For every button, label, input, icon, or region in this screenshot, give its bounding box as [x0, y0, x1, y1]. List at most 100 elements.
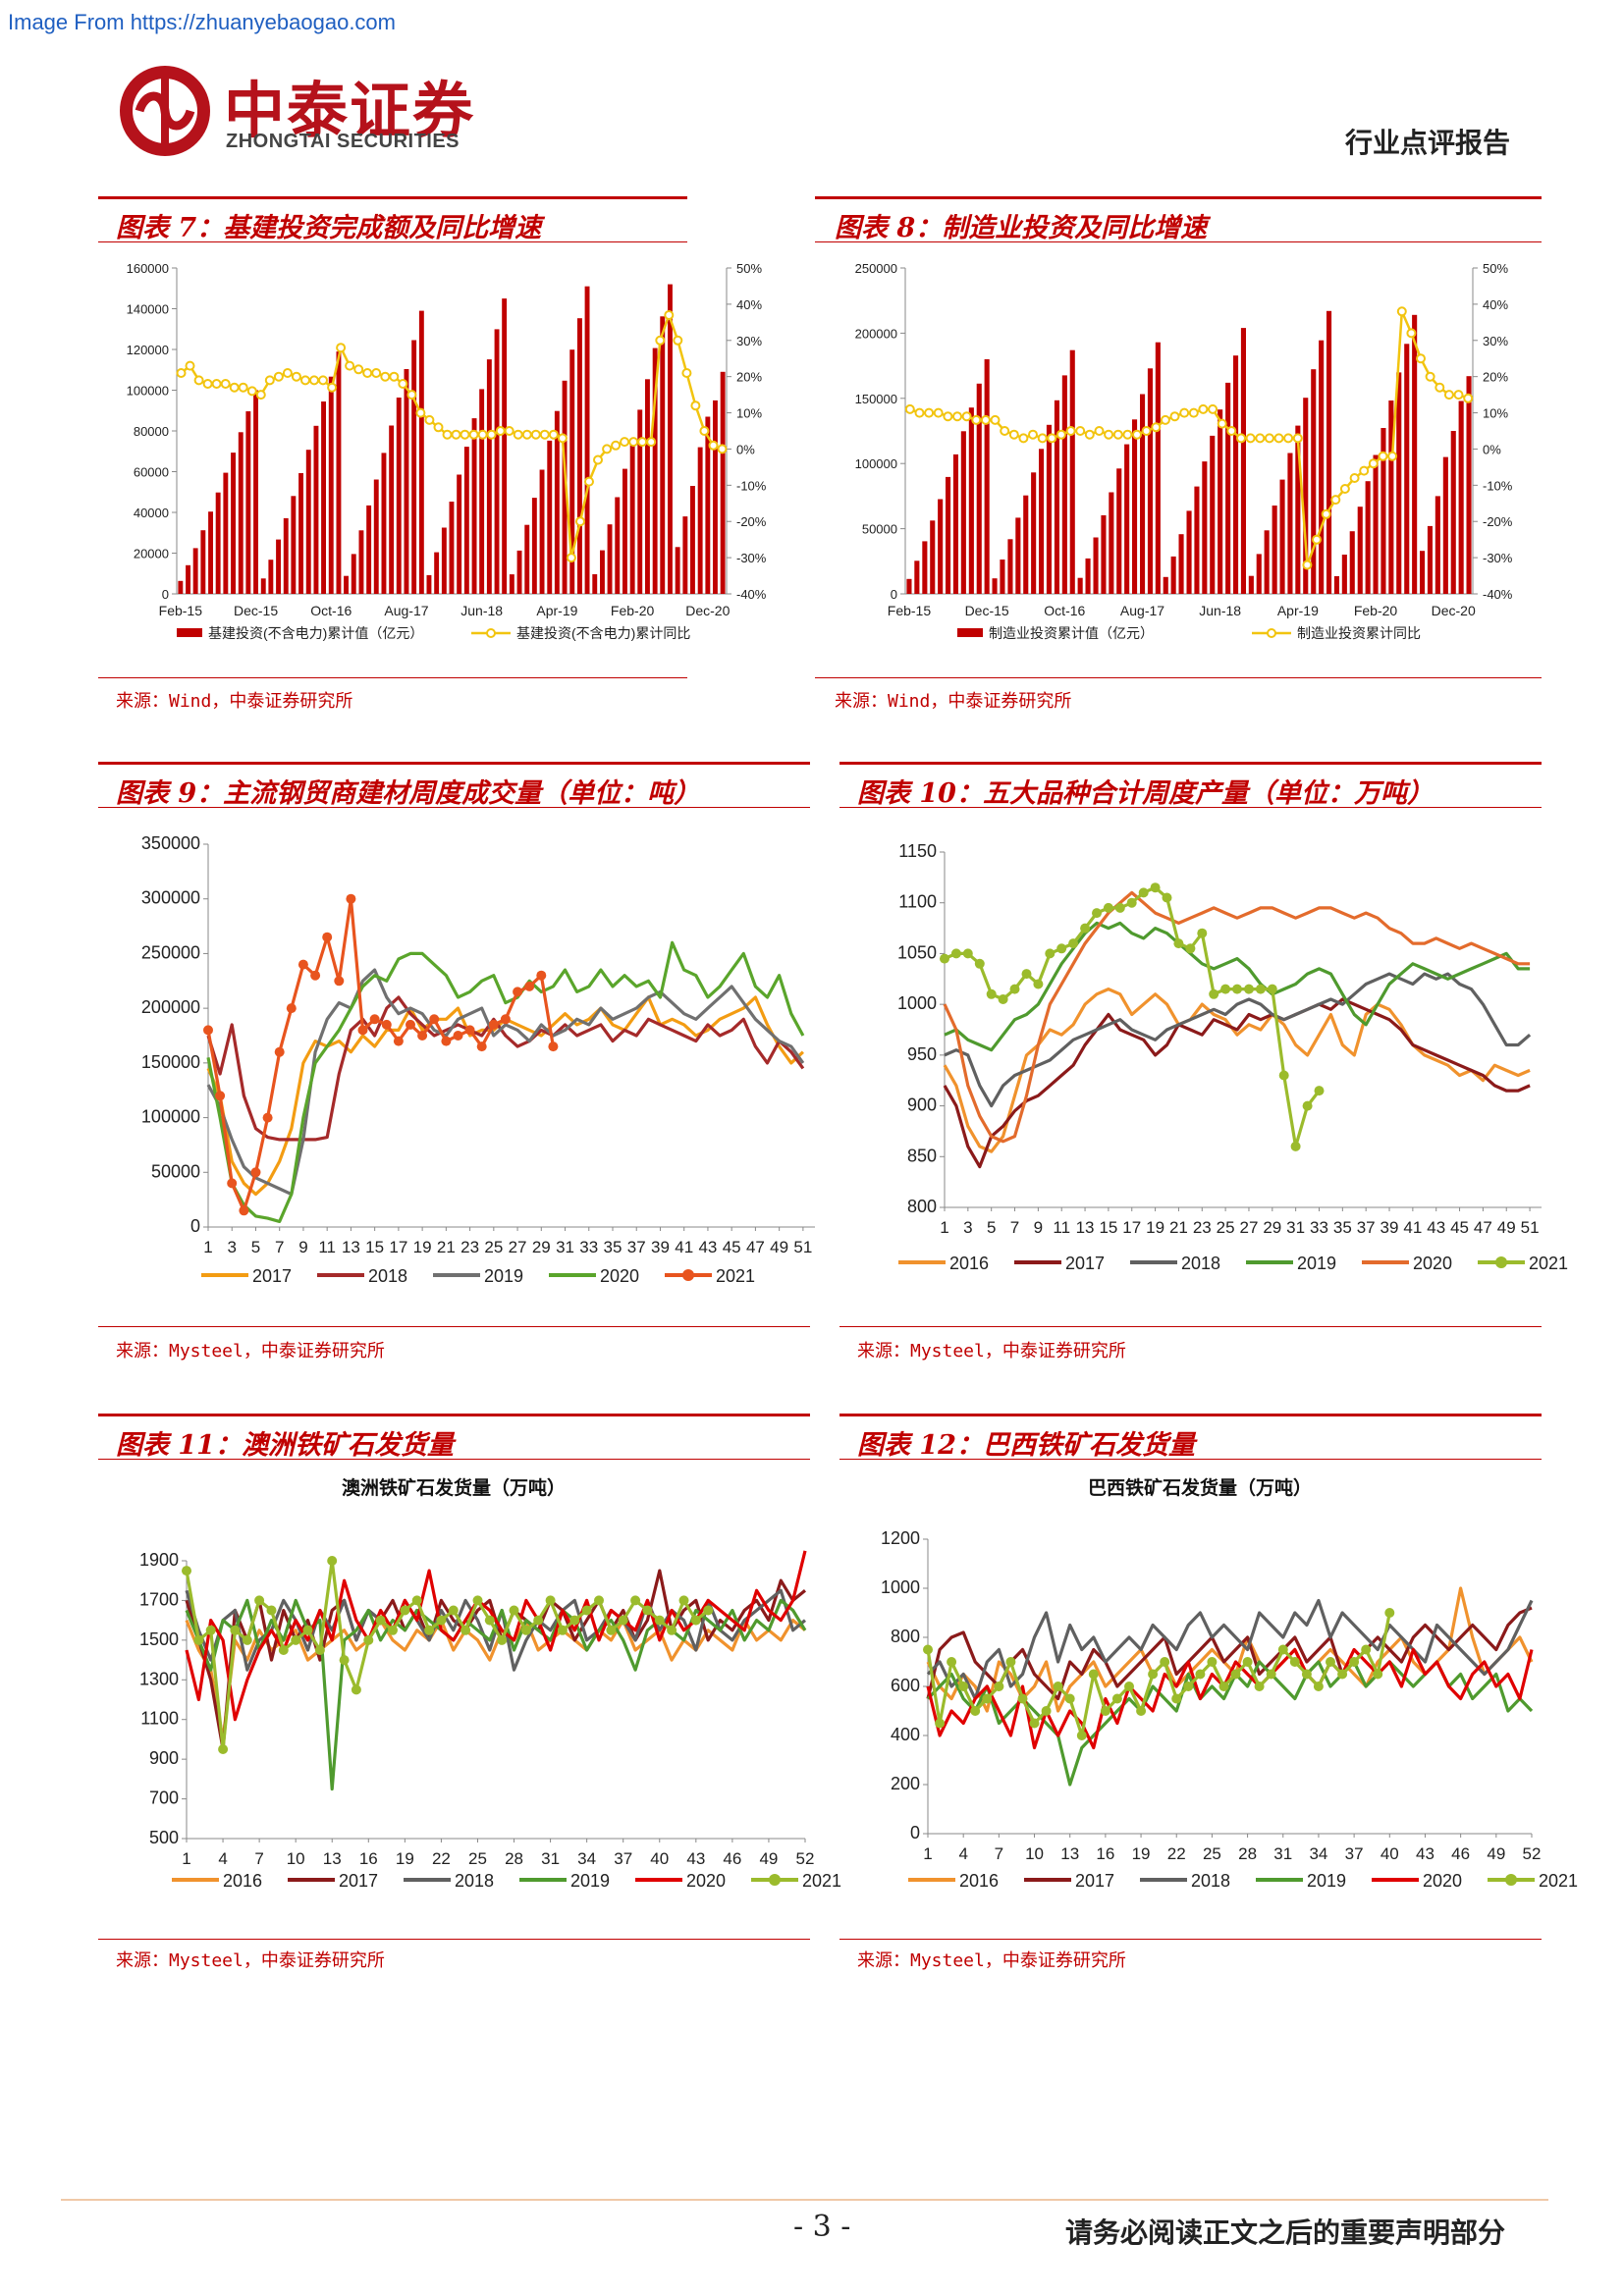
bar: [584, 286, 590, 594]
figure-rule-mid: [98, 807, 810, 808]
series-point: [1112, 429, 1123, 440]
bar: [1039, 449, 1045, 594]
series-point: [353, 364, 364, 375]
series-point: [1292, 433, 1303, 444]
series-point-2021: [533, 1615, 544, 1626]
watermark[interactable]: Image From https://zhuanyebaogao.com: [8, 10, 396, 34]
x-tick-label: 7: [254, 1849, 263, 1868]
series-point-2021: [923, 1644, 933, 1655]
series-point: [327, 382, 338, 393]
series-point-2021: [1267, 984, 1277, 994]
bar: [336, 351, 342, 594]
bar: [502, 298, 508, 594]
x-tick-label: 35: [604, 1238, 623, 1256]
series-point: [1321, 508, 1331, 519]
bar: [298, 473, 303, 594]
figure-source: 来源：Wind，中泰证券研究所: [835, 691, 1072, 712]
figure-source: 来源：Mysteel，中泰证券研究所: [116, 1341, 385, 1362]
series-point: [646, 437, 657, 448]
bar: [1054, 400, 1059, 594]
y-tick-label: 0: [162, 587, 169, 602]
series-point: [1028, 429, 1038, 440]
series-point: [1406, 328, 1417, 339]
page-number: - 3 -: [793, 2210, 851, 2244]
series-point: [952, 411, 962, 422]
y-tick-label: 50000: [862, 522, 897, 537]
x-tick-label: 43: [1416, 1844, 1435, 1863]
bar: [238, 432, 244, 594]
series-point-2021: [476, 1041, 487, 1052]
series-point-2021: [1033, 979, 1044, 989]
y2-tick-label: -30%: [736, 551, 767, 565]
series-point: [433, 422, 444, 433]
x-tick-label: 19: [1132, 1844, 1151, 1863]
series-point: [486, 429, 497, 440]
series-point-2021: [205, 1625, 216, 1635]
series-point: [611, 440, 622, 451]
series-point-2021: [1289, 1657, 1300, 1667]
y-tick-label: 100000: [127, 384, 169, 399]
x-tick-label: Feb-20: [611, 603, 655, 618]
chart-9: 0 50000 100000 150000 200000 250000 300000 3500…: [141, 833, 815, 1286]
series-point: [1208, 403, 1218, 414]
series-point: [1273, 433, 1284, 444]
series-line-2018: [944, 972, 1532, 1108]
series-point: [1425, 371, 1435, 382]
series-point-2021: [1278, 1070, 1289, 1081]
series-point-2021: [557, 1625, 568, 1635]
series-line-2017: [926, 1606, 1533, 1701]
bar: [1279, 479, 1285, 594]
bar: [607, 524, 613, 594]
series-point-2021: [314, 1645, 325, 1655]
x-tick-label: 1: [940, 1218, 948, 1237]
x-tick-label: 43: [686, 1849, 705, 1868]
series-point: [1236, 433, 1246, 444]
series-point-2021: [703, 1605, 714, 1616]
series-point-2021: [1114, 902, 1125, 913]
x-tick-label: Oct-16: [310, 603, 352, 618]
series-point-2021: [218, 1744, 229, 1754]
series-point: [1047, 433, 1057, 444]
series-point-2021: [940, 953, 949, 964]
y2-tick-label: 30%: [736, 334, 762, 348]
x-tick-label: Oct-16: [1044, 603, 1085, 618]
bar: [463, 447, 469, 594]
bar: [1077, 577, 1083, 594]
bar: [1023, 495, 1029, 594]
bar: [344, 575, 349, 594]
series-point: [628, 437, 639, 448]
x-tick-label: 31: [1286, 1218, 1305, 1237]
x-tick-label: 31: [556, 1238, 574, 1256]
series-point-2021: [1209, 988, 1219, 999]
x-tick-label: Dec-15: [234, 603, 278, 618]
figure-rule-top: [98, 1414, 810, 1416]
y-tick-label: 1000: [897, 993, 937, 1013]
bar: [1225, 382, 1231, 594]
series-point-2021: [424, 1625, 435, 1635]
x-tick-label: 46: [1451, 1844, 1470, 1863]
x-tick-label: 1: [182, 1849, 190, 1868]
series-point: [318, 375, 328, 386]
legend-label: 2017: [252, 1266, 292, 1286]
bar: [697, 447, 703, 594]
legend-label: 2017: [1075, 1871, 1114, 1891]
bar: [1178, 534, 1184, 594]
bar: [1147, 368, 1153, 594]
legend-label: 2020: [686, 1871, 726, 1891]
bar: [418, 310, 424, 594]
y-tick-label: 1500: [139, 1629, 179, 1649]
x-tick-label: 31: [541, 1849, 560, 1868]
bar: [358, 530, 364, 594]
series-point-2021: [1150, 882, 1161, 893]
bar: [1295, 425, 1301, 594]
y-tick-label: 1100: [140, 1709, 179, 1729]
x-tick-label: 29: [532, 1238, 551, 1256]
series-point: [1217, 418, 1227, 429]
y2-tick-label: 20%: [736, 370, 762, 385]
series-point: [371, 368, 382, 378]
x-tick-label: 1: [923, 1844, 932, 1863]
bar: [930, 520, 936, 594]
series-point-2021: [327, 1556, 338, 1566]
x-tick-label: 22: [1167, 1844, 1186, 1863]
series-point-2021: [1173, 938, 1184, 949]
